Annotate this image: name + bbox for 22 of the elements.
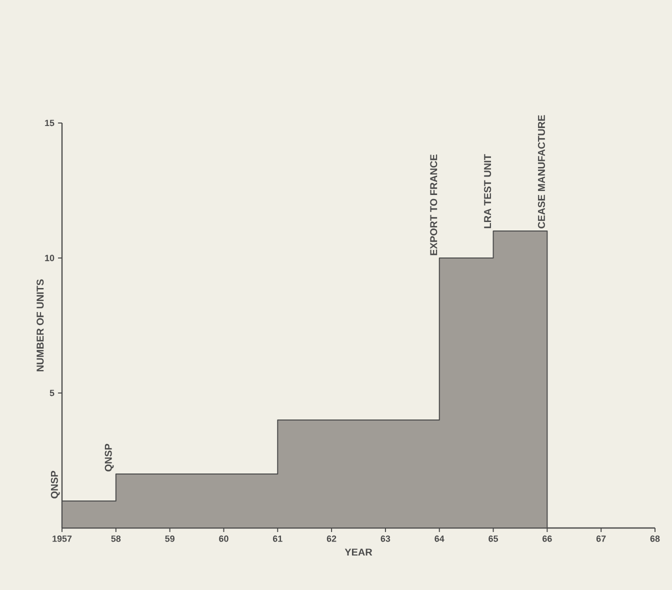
x-tick-label: 59 <box>165 536 174 542</box>
x-axis-title: YEAR <box>344 548 372 556</box>
annotation: QNSP <box>104 444 114 472</box>
x-tick-label: 63 <box>380 536 390 542</box>
x-tick-label: 68 <box>650 536 660 542</box>
x-tick-label: 61 <box>272 536 282 542</box>
y-axis-title: NUMBER OF UNITS <box>36 279 44 372</box>
annotation: CEASE MANUFACTURE <box>538 115 545 228</box>
y-tick-label: 5 <box>50 390 54 396</box>
annotation: LRA TEST UNIT <box>484 154 492 228</box>
annotation: EXPORT TO FRANCE <box>430 154 438 256</box>
x-tick-label: 65 <box>488 536 498 542</box>
y-tick-label: 15 <box>45 120 54 126</box>
x-tick-label: 58 <box>111 536 121 542</box>
annotation: QNSP <box>50 470 60 498</box>
x-tick-label: 67 <box>596 536 606 542</box>
x-tick-label: 60 <box>219 536 228 542</box>
x-tick-label: 66 <box>542 536 552 542</box>
x-tick-label: 64 <box>434 536 444 542</box>
y-tick-label: 10 <box>45 254 54 262</box>
x-tick-label: 1957 <box>52 536 72 542</box>
x-tick-label: 62 <box>326 536 336 542</box>
